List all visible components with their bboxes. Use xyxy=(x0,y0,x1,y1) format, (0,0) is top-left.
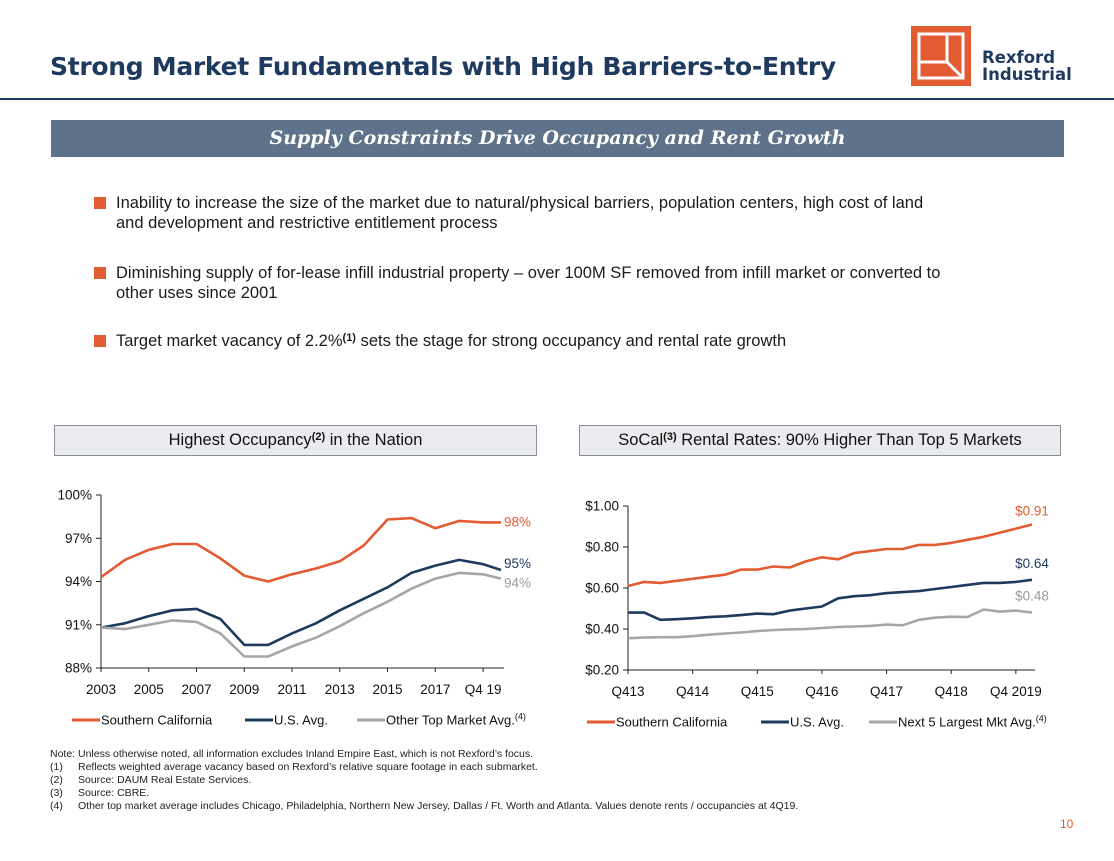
chart-1-title: Highest Occupancy(2) in the Nation xyxy=(54,425,537,456)
footnote-text: Note: Unless otherwise noted, all inform… xyxy=(50,748,534,760)
x-tick-label: Q4 2019 xyxy=(990,684,1042,699)
footnote-ref: (3) xyxy=(663,431,677,443)
footnote-text: Reflects weighted average vacancy based … xyxy=(78,761,538,773)
y-tick-label: 94% xyxy=(65,574,92,589)
series-line-3 xyxy=(100,571,502,658)
y-tick-label: $0.40 xyxy=(585,622,619,637)
page-number: 10 xyxy=(1060,817,1074,831)
x-tick-label: 2013 xyxy=(325,682,355,697)
y-tick-label: $1.00 xyxy=(585,499,619,514)
y-tick-label: $0.20 xyxy=(585,663,619,678)
footnote-number: (4) xyxy=(50,800,63,812)
chart-2-title-a: SoCal xyxy=(618,431,664,449)
footnote-ref: (2) xyxy=(311,431,326,443)
legend-footnote-ref: (4) xyxy=(1036,714,1047,724)
legend-footnote-ref: (4) xyxy=(515,712,526,722)
x-tick-label: Q414 xyxy=(676,684,710,699)
footnote-text: Source: DAUM Real Estate Services. xyxy=(78,774,252,786)
x-tick-label: Q415 xyxy=(741,684,774,699)
bullet-3: Target market vacancy of 2.2%(1) sets th… xyxy=(116,331,1036,351)
footnotes: Note: Unless otherwise noted, all inform… xyxy=(50,748,798,813)
footnote-number: (3) xyxy=(50,787,63,799)
end-value-label: 98% xyxy=(504,514,531,529)
y-tick-label: 88% xyxy=(65,661,92,676)
section-banner: Supply Constraints Drive Occupancy and R… xyxy=(51,120,1064,157)
end-value-label: $0.64 xyxy=(1015,556,1049,571)
x-tick-label: 2005 xyxy=(134,682,164,697)
x-tick-label: 2015 xyxy=(373,682,403,697)
chart-1-title-b: in the Nation xyxy=(325,431,423,449)
legend-label: U.S. Avg. xyxy=(790,715,844,730)
series-line-2 xyxy=(628,578,1033,622)
x-tick-label: Q413 xyxy=(611,684,644,699)
bullet-marker-icon xyxy=(94,267,106,279)
banner-text: Supply Constraints Drive Occupancy and R… xyxy=(269,127,846,149)
bullet-2: Diminishing supply of for-lease infill i… xyxy=(116,263,1036,303)
bullet-1-line-1: Inability to increase the size of the ma… xyxy=(116,194,924,212)
bullet-2-line-1: Diminishing supply of for-lease infill i… xyxy=(116,264,941,282)
rexford-logo-icon xyxy=(911,26,971,86)
x-tick-label: 2011 xyxy=(278,682,307,697)
legend-label: Southern California xyxy=(101,713,213,728)
footnote-row: (4) Other top market average includes Chi… xyxy=(50,800,798,813)
x-tick-label: Q416 xyxy=(805,684,838,699)
end-value-label: $0.91 xyxy=(1015,503,1049,518)
footnote-row: (2) Source: DAUM Real Estate Services. xyxy=(50,774,798,787)
x-tick-label: Q418 xyxy=(935,684,968,699)
footnote-row: (3) Source: CBRE. xyxy=(50,787,798,800)
y-tick-label: $0.80 xyxy=(585,540,619,555)
bullet-marker-icon xyxy=(94,335,106,347)
rental-rates-chart: $0.20 $0.40 $0.60 $0.80 $1.00 Q413 Q414 Q415 Q41… xyxy=(585,499,1049,730)
logo-line-2: Industrial xyxy=(982,64,1072,84)
x-tick-label: 2009 xyxy=(229,682,259,697)
footnote-row: (1) Reflects weighted average vacancy bas… xyxy=(50,761,798,774)
legend-label: Southern California xyxy=(616,715,728,730)
series-line-2 xyxy=(100,558,502,647)
chart-2-title-b: Rental Rates: 90% Higher Than Top 5 Mark… xyxy=(676,431,1022,449)
chart-2-title: SoCal(3) Rental Rates: 90% Higher Than T… xyxy=(579,425,1061,456)
title-divider xyxy=(0,98,1114,100)
chart-1-title-a: Highest Occupancy xyxy=(168,431,312,449)
page-title: Strong Market Fundamentals with High Bar… xyxy=(50,52,836,81)
logo-line-1: Rexford xyxy=(982,48,1056,67)
x-tick-label: 2017 xyxy=(420,682,450,697)
x-tick-label: 2007 xyxy=(181,682,211,697)
x-tick-label: 2003 xyxy=(86,682,116,697)
bullet-3-text-a: Target market vacancy of 2.2% xyxy=(116,332,343,350)
bullet-marker-icon xyxy=(94,197,106,209)
footnote-number: (1) xyxy=(50,761,63,773)
footnote-number: (2) xyxy=(50,774,63,786)
bullet-1: Inability to increase the size of the ma… xyxy=(116,193,1036,233)
y-tick-label: 100% xyxy=(57,488,92,503)
bullet-3-text-b: sets the stage for strong occupancy and … xyxy=(355,332,787,350)
x-tick-label: Q4 19 xyxy=(465,682,502,697)
end-value-label: $0.48 xyxy=(1015,589,1049,604)
y-tick-label: 91% xyxy=(65,617,92,632)
end-value-label: 95% xyxy=(504,556,531,571)
legend-label: Next 5 Largest Mkt Avg.(4) xyxy=(898,714,1047,730)
x-tick-label: Q417 xyxy=(870,684,903,699)
series-line-1 xyxy=(627,523,1033,588)
bullet-2-line-2: other uses since 2001 xyxy=(116,284,278,302)
series-line-3 xyxy=(627,608,1033,640)
footnote-text: Other top market average includes Chicag… xyxy=(78,800,799,812)
legend-label: U.S. Avg. xyxy=(274,713,328,728)
bullet-1-line-2: and development and restrictive entitlem… xyxy=(116,214,498,232)
series-line-1 xyxy=(100,516,501,583)
y-tick-label: $0.60 xyxy=(585,581,619,596)
footnote-text: Source: CBRE. xyxy=(78,787,150,799)
footnote-ref: (1) xyxy=(342,332,356,344)
footnote-row: Note: Unless otherwise noted, all inform… xyxy=(50,748,798,761)
logo-wordmark: Rexford Industrial xyxy=(982,48,1072,84)
legend-label: Other Top Market Avg.(4) xyxy=(386,712,526,728)
end-value-label: 94% xyxy=(504,576,531,591)
y-tick-label: 97% xyxy=(65,531,92,546)
occupancy-chart: 88% 91% 94% 97% 100% 2003 2005 2007 2009 2011 2013… xyxy=(57,488,531,728)
